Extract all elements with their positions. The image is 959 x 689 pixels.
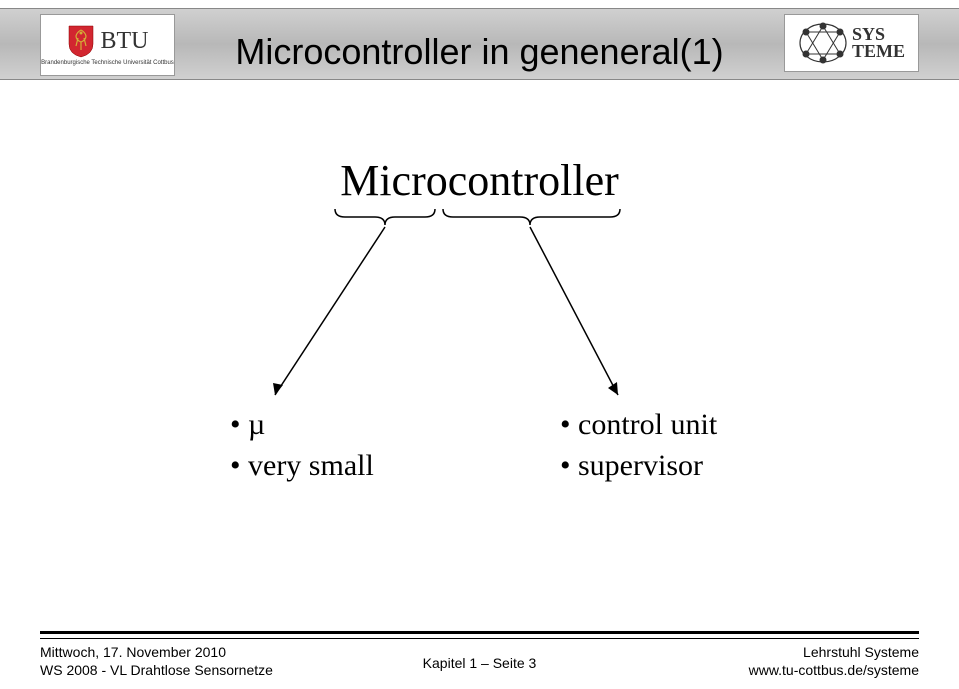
btu-shield-icon: [67, 24, 95, 58]
btu-text: BTU: [101, 28, 149, 55]
network-icon: [798, 22, 848, 64]
diagram-connectors: [0, 205, 959, 425]
btu-logo-top: BTU: [67, 24, 149, 58]
left-bullets: • µ • very small: [230, 405, 374, 486]
footer-divider-thick: [40, 631, 919, 634]
btu-logo: BTU Brandenburgische Technische Universi…: [40, 14, 175, 76]
footer-url: www.tu-cottbus.de/systeme: [749, 661, 919, 679]
systeme-text: SYS TEME: [852, 26, 905, 60]
right-bullets: • control unit • supervisor: [560, 405, 717, 486]
btu-subtext: Brandenburgische Technische Universität …: [41, 60, 174, 66]
bullet-item: • very small: [230, 446, 374, 487]
bullet-item: • supervisor: [560, 446, 717, 487]
footer-divider-thin: [40, 638, 919, 639]
footer-dept: Lehrstuhl Systeme: [749, 643, 919, 661]
bullet-item: • control unit: [560, 405, 717, 446]
footer-right: Lehrstuhl Systeme www.tu-cottbus.de/syst…: [749, 643, 919, 679]
bullet-item: • µ: [230, 405, 374, 446]
systeme-logo: SYS TEME: [784, 14, 919, 72]
diagram-main-word: Microcontroller: [0, 155, 959, 206]
sys-line2: TEME: [852, 43, 905, 60]
